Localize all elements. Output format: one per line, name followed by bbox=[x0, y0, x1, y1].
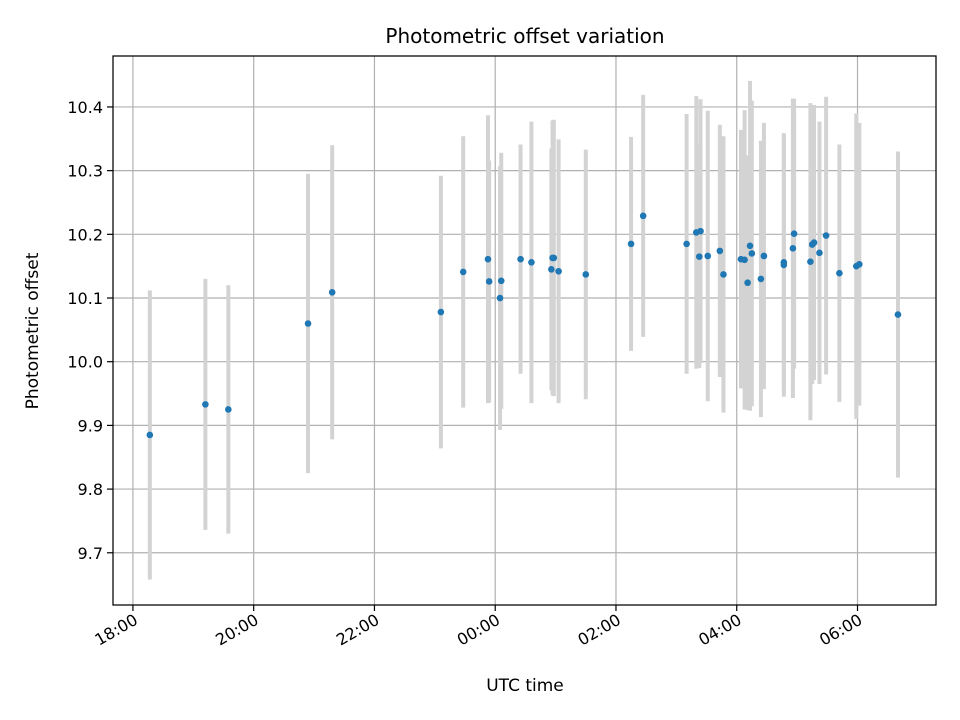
x-tick-label: 00:00 bbox=[454, 610, 503, 650]
data-point bbox=[459, 268, 467, 276]
y-tick-label: 10.1 bbox=[67, 289, 103, 308]
data-point bbox=[757, 275, 765, 283]
data-point bbox=[627, 240, 635, 248]
x-tick-label: 02:00 bbox=[575, 610, 624, 650]
grid bbox=[113, 56, 936, 605]
y-tick-label: 9.8 bbox=[78, 480, 103, 499]
data-point bbox=[304, 320, 312, 327]
x-axis-label: UTC time bbox=[486, 676, 564, 696]
y-tick-label: 9.7 bbox=[78, 544, 103, 563]
data-point bbox=[202, 401, 209, 408]
x-tick-label: 20:00 bbox=[212, 610, 261, 650]
data-point bbox=[528, 259, 535, 266]
data-point bbox=[548, 266, 555, 273]
x-axis: 18:00 20:00 22:00 00:00 02:00 04:00 06:00 bbox=[91, 605, 866, 650]
data-point bbox=[146, 431, 154, 439]
y-tick-label: 10.3 bbox=[67, 162, 103, 181]
error-bars bbox=[147, 80, 900, 580]
data-point bbox=[683, 240, 690, 248]
data-point bbox=[760, 252, 768, 260]
data-point bbox=[716, 247, 724, 255]
data-point bbox=[816, 249, 823, 257]
data-point bbox=[744, 279, 751, 287]
data-point bbox=[836, 269, 843, 277]
data-points bbox=[146, 212, 902, 439]
data-point bbox=[894, 311, 902, 318]
data-point bbox=[810, 239, 818, 246]
data-point bbox=[807, 258, 814, 266]
y-tick-label: 10.4 bbox=[67, 98, 103, 117]
data-point bbox=[582, 271, 590, 278]
data-point bbox=[696, 253, 703, 260]
y-tick-label: 10.0 bbox=[67, 353, 103, 372]
plot-frame bbox=[112, 55, 937, 606]
x-tick-label: 04:00 bbox=[695, 610, 744, 650]
data-point bbox=[484, 255, 492, 263]
data-point bbox=[697, 227, 704, 235]
data-point bbox=[822, 232, 830, 239]
chart-title: Photometric offset variation bbox=[385, 24, 664, 48]
data-point bbox=[789, 245, 797, 252]
data-point bbox=[741, 256, 748, 264]
data-point bbox=[746, 242, 754, 250]
y-tick-label: 10.2 bbox=[67, 225, 103, 244]
data-point bbox=[856, 260, 863, 268]
data-point bbox=[497, 277, 505, 285]
data-point bbox=[748, 250, 756, 257]
x-tick-label: 18:00 bbox=[91, 610, 140, 650]
y-axis: 9.7 9.8 9.9 10.0 10.1 10.2 10.3 10.4 bbox=[67, 98, 113, 563]
data-point bbox=[437, 308, 445, 316]
data-point bbox=[555, 267, 562, 275]
data-point bbox=[328, 288, 336, 296]
data-point bbox=[496, 294, 504, 302]
data-point bbox=[720, 271, 727, 278]
data-point bbox=[790, 230, 798, 237]
y-axis-label: Photometric offset bbox=[23, 252, 43, 409]
data-point bbox=[517, 255, 524, 263]
data-point bbox=[550, 254, 558, 262]
data-point bbox=[704, 252, 712, 260]
data-point bbox=[225, 406, 232, 413]
y-tick-label: 9.9 bbox=[78, 416, 103, 435]
x-tick-label: 22:00 bbox=[333, 610, 382, 650]
x-tick-label: 06:00 bbox=[816, 610, 865, 650]
data-point bbox=[780, 261, 788, 269]
data-point bbox=[485, 278, 493, 285]
data-point bbox=[639, 212, 647, 220]
